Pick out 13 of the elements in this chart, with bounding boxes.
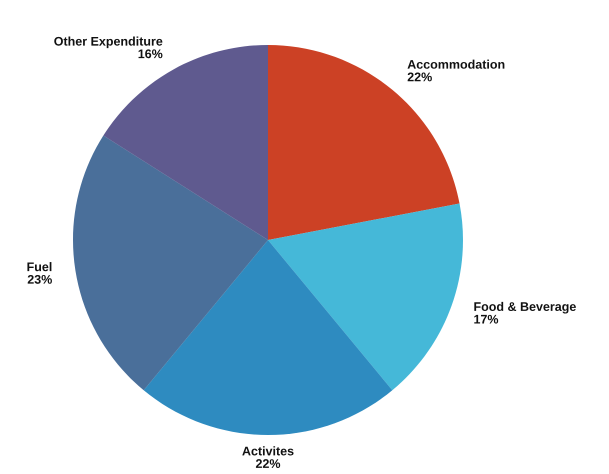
slice-label: Other Expenditure	[54, 36, 162, 48]
data-label: 23%	[28, 274, 52, 284]
slice-label: Activites	[242, 446, 294, 456]
slice-label: Fuel	[27, 262, 52, 272]
pie-slice	[144, 240, 392, 435]
data-label: 16%	[138, 49, 162, 58]
slice-label: Food & Beverage	[474, 302, 576, 314]
data-label: 22%	[408, 72, 432, 82]
pie-slice	[268, 203, 463, 390]
pie-slice	[73, 136, 268, 390]
data-label: 17%	[474, 314, 498, 324]
data-label: 22%	[256, 459, 280, 468]
slice-label: Accommodation	[408, 60, 504, 69]
